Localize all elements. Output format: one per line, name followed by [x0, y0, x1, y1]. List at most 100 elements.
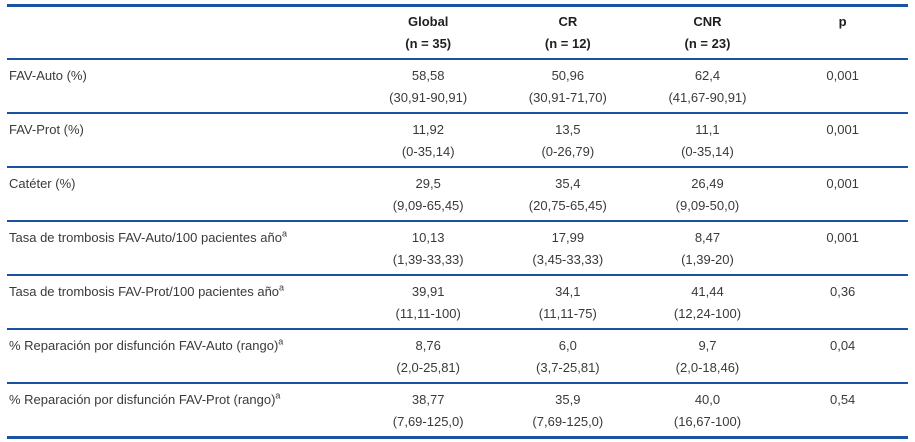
header-cr-label: CR [558, 14, 578, 29]
global-cell: 58,58 (30,91-90,91) [358, 65, 498, 109]
header-cnr-n: (n = 23) [684, 36, 731, 51]
global-cell: 10,13 (1,39-33,33) [358, 227, 498, 271]
cnr-value: 8,47 [694, 230, 721, 245]
cr-cell: 50,96 (30,91-71,70) [498, 65, 638, 109]
row-label-sup: a [278, 336, 284, 347]
cnr-range: (41,67-90,91) [668, 90, 747, 105]
global-range: (2,0-25,81) [396, 360, 460, 375]
cnr-value: 40,0 [694, 392, 721, 407]
row-label: FAV-Auto (%) [7, 65, 358, 87]
table-row: Tasa de trombosis FAV-Auto/100 pacientes… [7, 222, 908, 276]
global-cell: 29,5 (9,09-65,45) [358, 173, 498, 217]
header-cr-n: (n = 12) [544, 36, 591, 51]
cnr-value: 41,44 [691, 284, 724, 299]
cr-value: 35,4 [555, 176, 581, 191]
cnr-cell: 41,44 (12,24-100) [638, 281, 778, 325]
header-cnr-label: CNR [693, 14, 722, 29]
global-cell: 8,76 (2,0-25,81) [358, 335, 498, 379]
cnr-range: (1,39-20) [681, 252, 734, 267]
row-label: Catéter (%) [7, 173, 358, 195]
p-cell: 0,36 [829, 284, 856, 299]
p-cell: 0,04 [829, 338, 856, 353]
row-label-text: % Reparación por disfunción FAV-Prot (ra… [9, 392, 276, 407]
cnr-range: (12,24-100) [673, 306, 742, 321]
row-label-sup: a [279, 282, 285, 293]
table-row: % Reparación por disfunción FAV-Auto (ra… [7, 330, 908, 384]
cnr-value: 26,49 [691, 176, 724, 191]
p-cell: 0,001 [826, 122, 859, 137]
cnr-cell: 11,1 (0-35,14) [638, 119, 778, 163]
cr-cell: 13,5 (0-26,79) [498, 119, 638, 163]
row-label: % Reparación por disfunción FAV-Auto (ra… [7, 335, 358, 357]
global-value: 39,91 [411, 284, 445, 299]
cnr-cell: 9,7 (2,0-18,46) [638, 335, 778, 379]
global-cell: 38,77 (7,69-125,0) [358, 389, 498, 433]
row-label-text: Tasa de trombosis FAV-Prot/100 pacientes… [9, 284, 280, 299]
global-value: 8,76 [415, 338, 441, 353]
global-value: 38,77 [411, 392, 445, 407]
cr-value: 35,9 [555, 392, 581, 407]
cr-cell: 17,99 (3,45-33,33) [498, 227, 638, 271]
p-cell: 0,001 [826, 230, 859, 245]
row-label-text: Catéter (%) [9, 176, 76, 191]
global-range: (7,69-125,0) [392, 414, 464, 429]
stats-table: Global (n = 35) CR (n = 12) CNR (n = 23)… [7, 4, 908, 439]
row-label-sup: a [275, 390, 281, 401]
cnr-cell: 26,49 (9,09-50,0) [638, 173, 778, 217]
table-row: FAV-Prot (%) 11,92 (0-35,14) 13,5 (0-26,… [7, 114, 908, 168]
global-value: 11,92 [412, 122, 444, 137]
cnr-range: (9,09-50,0) [675, 198, 740, 213]
cr-range: (11,11-75) [538, 306, 597, 321]
cnr-value: 11,1 [695, 122, 720, 137]
p-cell: 0,54 [829, 392, 856, 407]
header-cnr: CNR (n = 23) [638, 11, 778, 55]
cr-cell: 35,4 (20,75-65,45) [498, 173, 638, 217]
cr-range: (3,45-33,33) [532, 252, 604, 267]
cnr-range: (0-35,14) [681, 144, 734, 159]
table-row: Tasa de trombosis FAV-Prot/100 pacientes… [7, 276, 908, 330]
cr-value: 6,0 [558, 338, 577, 353]
global-value: 29,5 [415, 176, 441, 191]
row-label: Tasa de trombosis FAV-Auto/100 pacientes… [7, 227, 358, 249]
global-cell: 11,92 (0-35,14) [358, 119, 498, 163]
header-p: p [777, 11, 908, 33]
cr-value: 34,1 [555, 284, 581, 299]
p-cell: 0,001 [826, 68, 859, 83]
cnr-range: (16,67-100) [673, 414, 742, 429]
row-label-text: % Reparación por disfunción FAV-Auto (ra… [9, 338, 279, 353]
header-p-label: p [838, 14, 847, 29]
cr-cell: 6,0 (3,7-25,81) [498, 335, 638, 379]
table-header-row: Global (n = 35) CR (n = 12) CNR (n = 23)… [7, 7, 908, 60]
global-cell: 39,91 (11,11-100) [358, 281, 498, 325]
global-range: (11,11-100) [395, 306, 461, 321]
cr-cell: 35,9 (7,69-125,0) [498, 389, 638, 433]
table-row: Catéter (%) 29,5 (9,09-65,45) 35,4 (20,7… [7, 168, 908, 222]
row-label-sup: a [281, 228, 287, 239]
header-cr: CR (n = 12) [498, 11, 638, 55]
global-range: (0-35,14) [401, 144, 455, 159]
cnr-value: 62,4 [694, 68, 721, 83]
cnr-cell: 62,4 (41,67-90,91) [638, 65, 778, 109]
cr-value: 50,96 [551, 68, 585, 83]
cr-value: 17,99 [551, 230, 585, 245]
header-global-label: Global [407, 14, 449, 29]
row-label: % Reparación por disfunción FAV-Prot (ra… [7, 389, 358, 411]
cr-range: (0-26,79) [541, 144, 595, 159]
global-range: (30,91-90,91) [389, 90, 468, 105]
cr-value: 13,5 [555, 122, 581, 137]
cr-cell: 34,1 (11,11-75) [498, 281, 638, 325]
global-range: (1,39-33,33) [392, 252, 464, 267]
global-value: 10,13 [411, 230, 445, 245]
cnr-range: (2,0-18,46) [675, 360, 740, 375]
global-range: (9,09-65,45) [392, 198, 464, 213]
header-global: Global (n = 35) [358, 11, 498, 55]
cnr-cell: 8,47 (1,39-20) [638, 227, 778, 271]
table-row: FAV-Auto (%) 58,58 (30,91-90,91) 50,96 (… [7, 60, 908, 114]
cr-range: (30,91-71,70) [528, 90, 607, 105]
cr-range: (20,75-65,45) [528, 198, 607, 213]
cr-range: (3,7-25,81) [536, 360, 600, 375]
row-label: Tasa de trombosis FAV-Prot/100 pacientes… [7, 281, 358, 303]
cr-range: (7,69-125,0) [532, 414, 604, 429]
row-label-text: FAV-Auto (%) [9, 68, 87, 83]
